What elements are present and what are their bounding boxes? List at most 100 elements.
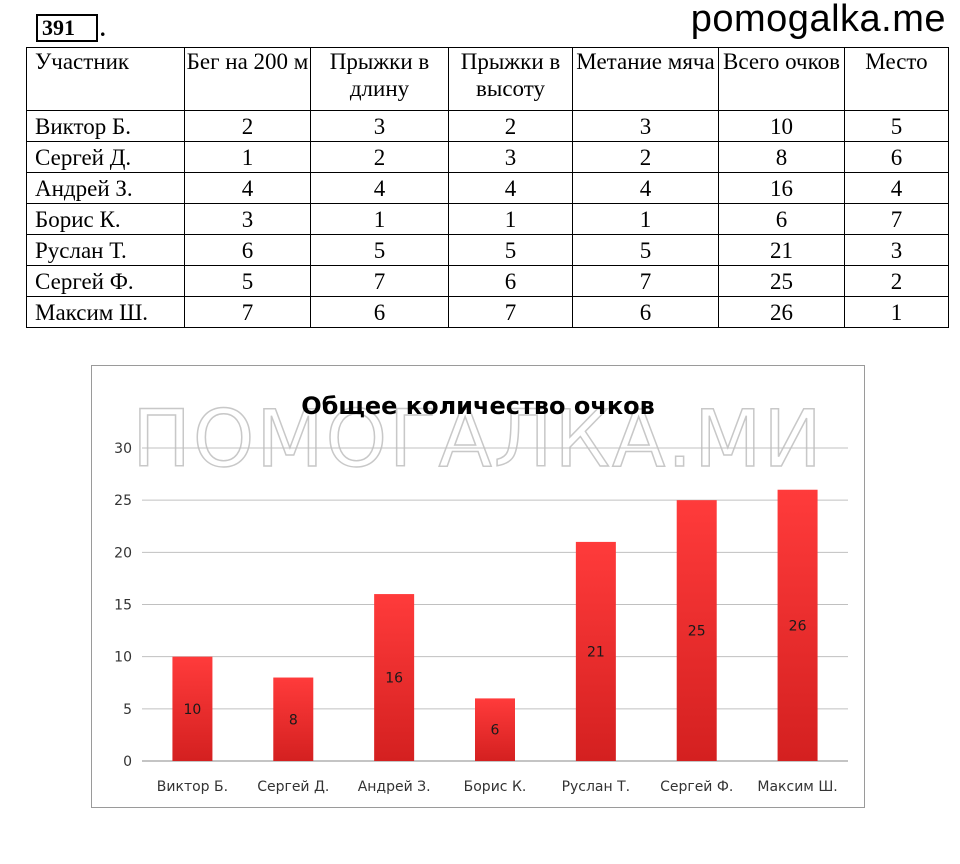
x-category-label: Виктор Б. <box>157 779 228 795</box>
participant-name-cell: Руслан Т. <box>26 234 185 266</box>
table-row: Сергей Ф. 5 7 6 7 25 2 <box>26 265 949 297</box>
score-cell: 26 <box>718 296 845 328</box>
bar <box>475 698 515 761</box>
score-cell: 4 <box>310 172 449 204</box>
score-cell: 5 <box>572 234 719 266</box>
score-cell: 8 <box>718 141 845 173</box>
y-tick-label: 25 <box>114 493 132 509</box>
bar-value-label: 10 <box>184 702 202 718</box>
score-cell: 5 <box>184 265 311 297</box>
score-cell: 6 <box>572 296 719 328</box>
score-cell: 6 <box>844 141 949 173</box>
chart-title: Общее количество очков <box>301 392 655 420</box>
score-cell: 7 <box>572 265 719 297</box>
participant-name-cell: Андрей З. <box>26 172 185 204</box>
score-cell: 4 <box>572 172 719 204</box>
score-cell: 3 <box>844 234 949 266</box>
y-tick-label: 10 <box>114 650 132 666</box>
score-cell: 1 <box>572 203 719 235</box>
score-cell: 1 <box>844 296 949 328</box>
bar-value-label: 26 <box>789 618 807 634</box>
table-header-row: Участник Бег на 200 м Прыжки в длину Пры… <box>26 47 949 111</box>
score-cell: 16 <box>718 172 845 204</box>
column-header: Прыжки в длину <box>310 47 449 111</box>
y-tick-label: 20 <box>114 545 132 561</box>
column-header: Бег на 200 м <box>184 47 311 111</box>
results-table: Участник Бег на 200 м Прыжки в длину Пры… <box>26 47 949 328</box>
y-tick-label: 30 <box>114 441 132 457</box>
score-cell: 5 <box>310 234 449 266</box>
score-cell: 6 <box>448 265 573 297</box>
x-category-label: Максим Ш. <box>757 779 837 795</box>
score-cell: 4 <box>184 172 311 204</box>
table-row: Борис К. 3 1 1 1 6 7 <box>26 203 949 235</box>
score-cell: 6 <box>184 234 311 266</box>
table-body: Виктор Б. 2 3 2 3 10 5 Сергей Д. 1 2 3 2 8 6 Андрей З.… <box>26 110 949 328</box>
column-header: Прыжки в высоту <box>448 47 573 111</box>
score-cell: 5 <box>448 234 573 266</box>
bar-chart: ПОМОГАЛКА.МИ Общее количество очков 0 5 10… <box>114 392 848 795</box>
x-category-label: Сергей Ф. <box>660 779 733 795</box>
score-cell: 6 <box>310 296 449 328</box>
score-cell: 3 <box>572 110 719 142</box>
score-cell: 1 <box>310 203 449 235</box>
score-cell: 4 <box>844 172 949 204</box>
score-cell: 3 <box>448 141 573 173</box>
participant-name-cell: Сергей Д. <box>26 141 185 173</box>
score-cell: 2 <box>572 141 719 173</box>
column-header: Участник <box>26 47 185 111</box>
bar <box>172 656 213 761</box>
participant-name-cell: Максим Ш. <box>26 296 185 328</box>
table-row: Максим Ш. 7 6 7 6 26 1 <box>26 296 949 328</box>
score-cell: 1 <box>184 141 311 173</box>
table-row: Виктор Б. 2 3 2 3 10 5 <box>26 110 949 142</box>
score-cell: 3 <box>184 203 311 235</box>
column-header: Место <box>844 47 949 111</box>
bar <box>575 541 616 761</box>
x-category-label: Руслан Т. <box>562 779 631 795</box>
column-header: Всего очков <box>718 47 845 111</box>
y-tick-label: 15 <box>114 598 132 614</box>
bar-value-label: 25 <box>688 624 706 640</box>
score-cell: 7 <box>448 296 573 328</box>
participant-name-cell: Сергей Ф. <box>26 265 185 297</box>
participant-name-cell: Виктор Б. <box>26 110 185 142</box>
problem-number: 391 <box>36 14 98 42</box>
x-category-label: Сергей Д. <box>257 779 329 795</box>
bar-value-label: 21 <box>587 644 605 660</box>
problem-number-dot: . <box>100 16 106 41</box>
score-cell: 3 <box>310 110 449 142</box>
score-cell: 7 <box>184 296 311 328</box>
score-cell: 7 <box>310 265 449 297</box>
score-cell: 7 <box>844 203 949 235</box>
column-header: Метание мяча <box>572 47 719 111</box>
x-category-label: Андрей З. <box>358 779 431 795</box>
score-cell: 1 <box>448 203 573 235</box>
bar <box>777 489 818 761</box>
site-name: pomogalka.me <box>690 0 946 40</box>
bar-value-label: 8 <box>289 712 298 728</box>
bar <box>273 677 314 761</box>
score-cell: 10 <box>718 110 845 142</box>
chart-frame: ПОМОГАЛКА.МИ Общее количество очков 0 5 10… <box>91 365 865 808</box>
score-cell: 25 <box>718 265 845 297</box>
x-category-label: Борис К. <box>464 779 527 795</box>
bar-value-label: 6 <box>491 723 500 739</box>
table-row: Андрей З. 4 4 4 4 16 4 <box>26 172 949 204</box>
score-cell: 2 <box>184 110 311 142</box>
score-cell: 2 <box>844 265 949 297</box>
score-cell: 2 <box>310 141 449 173</box>
bar-value-label: 16 <box>385 671 403 687</box>
score-cell: 5 <box>844 110 949 142</box>
watermark: ПОМОГАЛКА.МИ <box>132 395 824 485</box>
score-cell: 21 <box>718 234 845 266</box>
score-cell: 2 <box>448 110 573 142</box>
y-tick-label: 5 <box>123 702 132 718</box>
table-row: Руслан Т. 6 5 5 5 21 3 <box>26 234 949 266</box>
y-tick-label: 0 <box>123 754 132 770</box>
participant-name-cell: Борис К. <box>26 203 185 235</box>
score-cell: 6 <box>718 203 845 235</box>
score-cell: 4 <box>448 172 573 204</box>
bar <box>374 594 415 761</box>
table-row: Сергей Д. 1 2 3 2 8 6 <box>26 141 949 173</box>
